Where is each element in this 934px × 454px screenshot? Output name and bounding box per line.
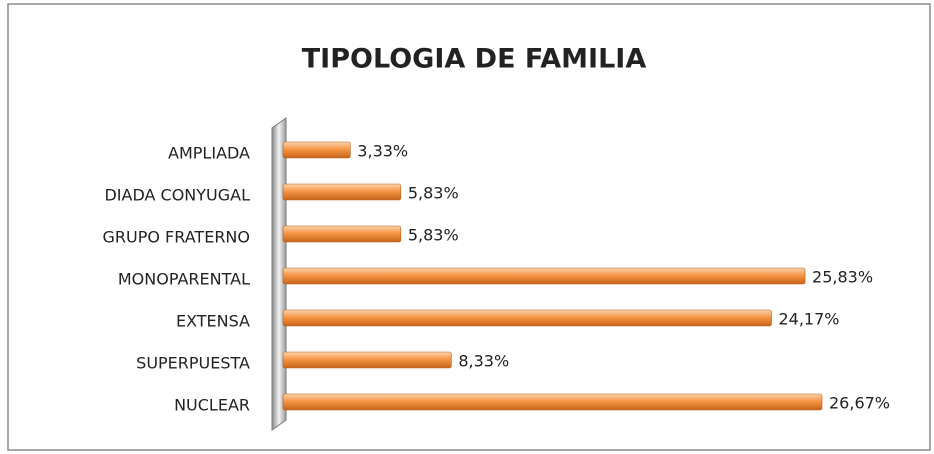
chart-title: TIPOLOGIA DE FAMILIA (302, 44, 647, 75)
axis-wall (271, 117, 287, 431)
bar (282, 309, 772, 327)
y-tick-label: MONOPARENTAL (118, 270, 250, 289)
y-tick-label: DIADA CONYUGAL (104, 186, 250, 205)
bar (282, 393, 823, 411)
data-label: 3,33% (357, 142, 408, 161)
data-label: 8,33% (458, 352, 509, 371)
y-tick-label: AMPLIADA (168, 144, 250, 163)
data-label: 5,83% (408, 184, 459, 203)
y-tick-label: EXTENSA (176, 312, 250, 331)
data-label: 24,17% (778, 310, 839, 329)
data-label: 25,83% (812, 268, 873, 287)
bar (282, 225, 402, 243)
data-label: 26,67% (829, 394, 890, 413)
y-tick-label: GRUPO FRATERNO (103, 228, 251, 247)
bar (282, 141, 351, 159)
chart-border (7, 3, 931, 451)
data-label: 5,83% (408, 226, 459, 245)
bar (282, 267, 806, 285)
bar (282, 183, 402, 201)
y-tick-label: NUCLEAR (174, 396, 250, 415)
y-tick-label: SUPERPUESTA (136, 354, 250, 373)
bar (282, 351, 452, 369)
